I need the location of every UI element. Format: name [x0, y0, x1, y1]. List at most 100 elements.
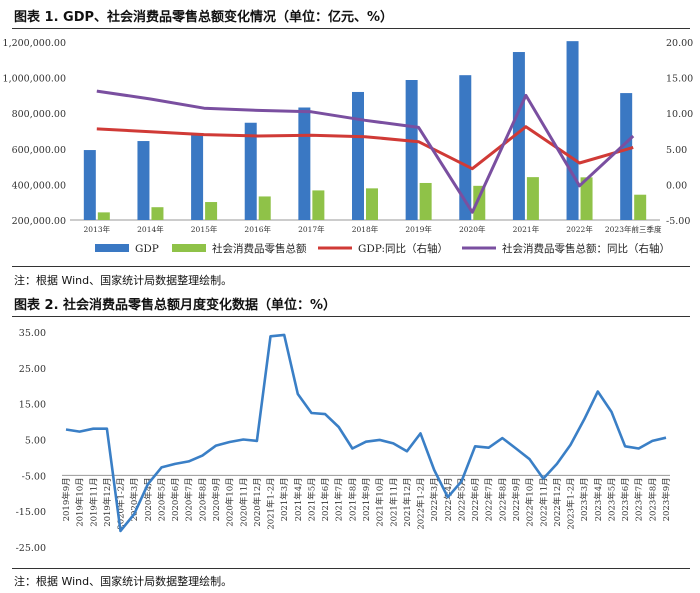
gdp-bar: [459, 75, 472, 220]
x-tick-label: 2021年10月: [375, 477, 386, 526]
retail-bar: [580, 177, 593, 220]
y-right-tick-label: 20.00: [666, 38, 693, 49]
x-tick-label: 2020年3月: [129, 477, 140, 521]
y-tick-label: 5.00: [25, 436, 46, 447]
x-tick-label: 2016年: [244, 224, 271, 234]
retail-bar: [366, 188, 378, 220]
x-tick-label: 2020年7月: [184, 477, 195, 521]
y-tick-label: -5.00: [22, 471, 46, 482]
x-tick-label: 2019年11月: [88, 477, 99, 526]
x-tick-label: 2021年1-2月: [266, 477, 277, 529]
x-tick-label: 2020年5月: [156, 477, 167, 521]
y-left-tick-label: 400,000.00: [12, 180, 66, 191]
x-tick-label: 2023年9月: [661, 477, 672, 521]
gdp-bar: [512, 52, 525, 221]
x-tick-label: 2023年前三季度: [605, 224, 662, 234]
retail-bar: [419, 182, 432, 220]
y-tick-label: 15.00: [19, 400, 46, 411]
legend-label: 社会消费品零售总额: [212, 242, 307, 255]
y-tick-label: 35.00: [19, 328, 46, 339]
y-right-tick-label: 15.00: [666, 74, 693, 85]
x-tick-label: 2014年: [137, 224, 164, 234]
x-tick-label: 2023年4月: [593, 477, 604, 521]
x-tick-label: 2019年12月: [102, 477, 113, 526]
monthly-yoy-line: [65, 333, 667, 533]
x-tick-label: 2019年10月: [75, 477, 86, 526]
y-right-tick-label: 10.00: [666, 109, 693, 120]
gdp-bar: [191, 132, 204, 220]
x-tick-label: 2023年1-2月: [566, 477, 577, 529]
y-tick-label: -25.00: [16, 543, 46, 554]
legend-label: GDP:同比（右轴）: [358, 242, 448, 255]
x-tick-label: 2013年: [84, 224, 111, 234]
gdp-bar: [352, 91, 364, 220]
chart2-monthly-retail-yoy: 35.00 25.00 15.00 5.00 -5.00 -15.00 -25.00 2019…: [16, 328, 672, 554]
x-tick-label: 2023年3月: [579, 477, 590, 521]
x-tick-label: 2023年5月: [606, 477, 617, 521]
x-tick-label: 2022年1-2月: [416, 477, 427, 529]
y-left-tick-label: 1,200,000.00: [3, 38, 66, 49]
chart2-title: 图表 2. 社会消费品零售总额月度变化数据（单位：%）: [14, 298, 337, 313]
x-tick-label: 2019年: [405, 224, 432, 234]
y-left-tick-label: 1,000,000.00: [3, 74, 66, 85]
x-tick-label: 2019年9月: [61, 477, 72, 521]
x-tick-label: 2020年6月: [170, 477, 181, 521]
x-tick-label: 2022年5月: [456, 477, 467, 521]
gdp-bar: [137, 141, 150, 220]
x-tick-label: 2021年5月: [306, 477, 317, 521]
x-tick-label: 2018年: [352, 224, 379, 234]
x-tick-label: 2022年: [566, 224, 593, 234]
x-tick-label: 2022年12月: [552, 477, 563, 526]
x-tick-label: 2020年12月: [252, 477, 263, 526]
x-tick-label: 2021年12月: [402, 477, 413, 526]
x-tick-label: 2021年: [513, 224, 540, 234]
x-tick-label: 2022年10月: [525, 477, 536, 526]
chart1-gdp-retail-combo: 1,200,000.00 1,000,000.00 800,000.00 600,00…: [3, 38, 694, 255]
y-tick-label: -15.00: [16, 507, 46, 518]
gdp-yoy-line: [96, 125, 634, 171]
x-tick-label: 2023年7月: [634, 477, 645, 521]
legend-swatch: [95, 244, 129, 252]
chart2-source-note: 注：根据 Wind、国家统计局数据整理绘制。: [14, 575, 233, 588]
x-tick-label: 2022年4月: [443, 477, 454, 521]
retail-yoy-line: [96, 89, 635, 214]
x-tick-label: 2022年8月: [497, 477, 508, 521]
x-tick-label: 2021年9月: [361, 477, 372, 521]
x-tick-label: 2021年3月: [279, 477, 290, 521]
retail-bar: [205, 202, 218, 220]
x-tick-label: 2020年: [459, 224, 486, 234]
x-tick-label: 2015年: [191, 224, 218, 234]
x-tick-label: 2020年1-2月: [116, 477, 127, 529]
x-tick-label: 2021年4月: [293, 477, 304, 521]
gdp-bar: [566, 41, 579, 221]
x-tick-label: 2021年7月: [334, 477, 345, 521]
y-right-tick-label: -5.00: [666, 216, 690, 227]
y-left-tick-label: 200,000.00: [12, 216, 66, 227]
retail-bar: [258, 196, 271, 220]
legend-label: GDP: [135, 243, 159, 255]
x-tick-label: 2022年3月: [429, 477, 440, 521]
legend-label: 社会消费品零售总额：同比（右轴）: [502, 242, 670, 255]
x-tick-label: 2023年6月: [620, 477, 631, 521]
x-tick-label: 2020年4月: [143, 477, 154, 521]
chart1-source-note: 注：根据 Wind、国家统计局数据整理绘制。: [14, 274, 233, 287]
x-tick-label: 2020年11月: [238, 477, 249, 526]
retail-bar: [473, 185, 486, 220]
retail-bar: [151, 207, 164, 220]
x-tick-label: 2021年6月: [320, 477, 331, 521]
y-right-tick-label: 5.00: [666, 145, 687, 156]
x-tick-label: 2022年6月: [470, 477, 481, 521]
x-tick-label: 2023年8月: [647, 477, 658, 521]
x-tick-label: 2020年9月: [211, 477, 222, 521]
gdp-bar: [405, 80, 418, 220]
x-tick-label: 2020年10月: [225, 477, 236, 526]
x-tick-label: 2020年8月: [197, 477, 208, 521]
x-tick-label: 2017年: [298, 224, 325, 234]
chart2-top-rule: [12, 316, 690, 317]
retail-bar: [634, 194, 647, 220]
legend-swatch: [172, 244, 206, 252]
retail-bar: [526, 177, 539, 220]
x-tick-label: 2022年11月: [538, 477, 549, 526]
y-tick-label: 25.00: [19, 364, 46, 375]
y-left-tick-label: 600,000.00: [12, 145, 66, 156]
